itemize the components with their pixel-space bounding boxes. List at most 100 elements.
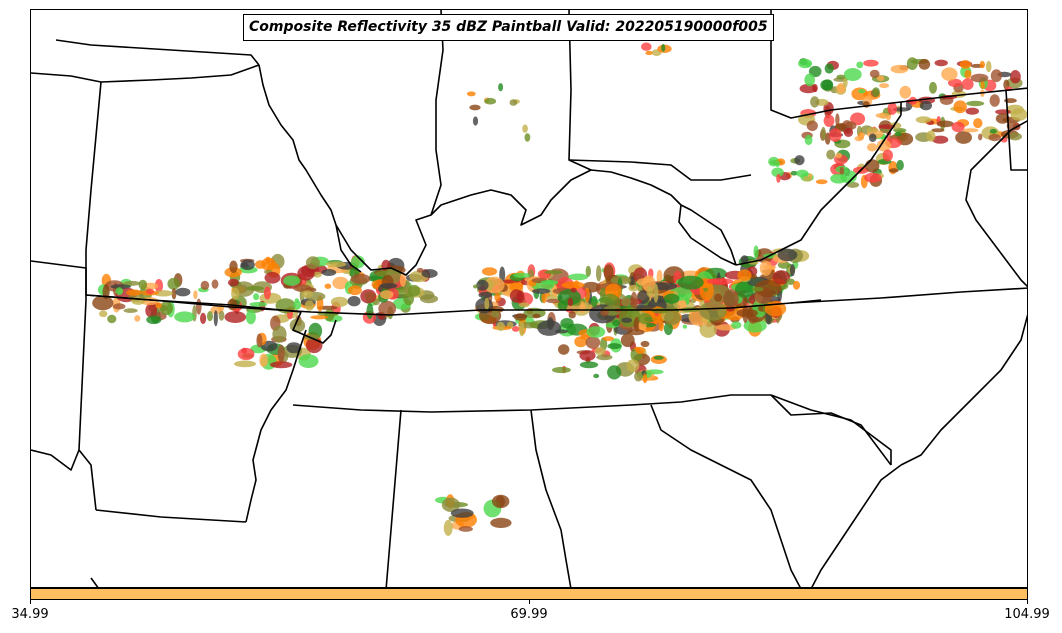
state-border xyxy=(770,394,892,466)
reflectivity-blob xyxy=(829,128,842,142)
reflectivity-blob xyxy=(443,519,453,536)
reflectivity-blob xyxy=(586,326,606,338)
reflectivity-blob xyxy=(723,289,739,309)
reflectivity-blob xyxy=(630,276,635,286)
reflectivity-blob xyxy=(167,277,180,290)
reflectivity-blob xyxy=(634,346,641,351)
reflectivity-blob xyxy=(155,302,162,309)
reflectivity-blob xyxy=(792,280,801,290)
reflectivity-blob xyxy=(159,301,173,316)
reflectivity-blob xyxy=(490,517,512,528)
reflectivity-blob xyxy=(573,280,580,290)
reflectivity-blob xyxy=(955,131,972,144)
reflectivity-blob xyxy=(682,324,688,329)
reflectivity-blob xyxy=(826,149,836,160)
reflectivity-blob xyxy=(146,315,162,325)
reflectivity-blob xyxy=(621,296,632,307)
reflectivity-blob xyxy=(990,69,1003,83)
reflectivity-blob xyxy=(965,107,979,115)
reflectivity-blob xyxy=(596,354,613,361)
reflectivity-blob xyxy=(771,167,784,178)
reflectivity-blob xyxy=(631,305,657,310)
state-border xyxy=(735,114,902,266)
state-border xyxy=(385,409,402,587)
reflectivity-blob xyxy=(962,128,979,133)
reflectivity-blob xyxy=(491,309,500,318)
reflectivity-blob xyxy=(513,272,531,278)
reflectivity-blob xyxy=(887,102,898,115)
reflectivity-blob xyxy=(645,369,664,375)
reflectivity-blob xyxy=(995,113,1010,124)
reflectivity-blob xyxy=(835,113,840,127)
reflectivity-blob xyxy=(229,260,238,273)
reflectivity-blob xyxy=(264,272,281,284)
reflectivity-blob xyxy=(325,261,347,268)
reflectivity-blob xyxy=(835,152,843,159)
reflectivity-blob xyxy=(256,333,263,348)
reflectivity-blob xyxy=(951,121,965,133)
reflectivity-blob xyxy=(579,361,599,369)
state-border xyxy=(245,329,307,523)
reflectivity-blob xyxy=(934,59,948,67)
reflectivity-blob xyxy=(926,130,936,142)
reflectivity-blob xyxy=(869,69,880,78)
reflectivity-blob xyxy=(594,347,606,356)
state-border xyxy=(95,509,247,523)
reflectivity-blob xyxy=(621,317,632,323)
reflectivity-blob xyxy=(351,255,365,269)
reflectivity-blob xyxy=(297,266,315,281)
reflectivity-blob xyxy=(836,82,846,94)
reflectivity-blob xyxy=(989,94,1000,107)
reflectivity-blob xyxy=(240,259,255,270)
reflectivity-blob xyxy=(859,132,866,138)
reflectivity-blob xyxy=(416,267,424,273)
reflectivity-blob xyxy=(642,373,648,384)
reflectivity-blob xyxy=(876,139,892,152)
reflectivity-blob xyxy=(207,311,213,322)
reflectivity-blob xyxy=(846,181,860,188)
reflectivity-blob xyxy=(798,58,813,69)
reflectivity-blob xyxy=(894,131,902,137)
reflectivity-blob xyxy=(888,168,899,173)
state-border xyxy=(430,10,444,216)
reflectivity-blob xyxy=(879,83,890,89)
reflectivity-blob xyxy=(399,273,407,287)
state-border xyxy=(530,409,572,587)
reflectivity-blob xyxy=(261,257,276,271)
reflectivity-blob xyxy=(200,280,210,290)
reflectivity-blob xyxy=(518,302,530,308)
colorbar-tick-mid: 69.99 xyxy=(510,607,548,622)
reflectivity-blob xyxy=(858,89,866,94)
reflectivity-blob xyxy=(557,289,581,306)
reflectivity-blob xyxy=(742,304,749,323)
reflectivity-blob xyxy=(979,60,985,69)
reflectivity-blob xyxy=(509,289,523,303)
reflectivity-blob xyxy=(378,300,397,317)
reflectivity-blob xyxy=(737,269,752,282)
reflectivity-blob xyxy=(496,321,505,331)
reflectivity-blob xyxy=(699,321,717,338)
state-border xyxy=(55,39,260,66)
reflectivity-blob xyxy=(293,284,312,292)
reflectivity-blob xyxy=(646,285,654,298)
reflectivity-blob xyxy=(677,275,704,290)
reflectivity-blob xyxy=(537,320,562,336)
reflectivity-blob xyxy=(379,283,398,289)
reflectivity-blob xyxy=(421,269,438,278)
reflectivity-blob xyxy=(213,310,218,327)
reflectivity-blob xyxy=(123,308,138,313)
reflectivity-blob xyxy=(664,310,681,326)
reflectivity-blob xyxy=(513,313,527,321)
reflectivity-blob xyxy=(579,350,596,361)
reflectivity-blob xyxy=(863,59,879,67)
state-border xyxy=(650,404,801,587)
reflectivity-blob xyxy=(941,67,958,81)
reflectivity-blob xyxy=(836,74,846,80)
reflectivity-blob xyxy=(585,265,591,277)
state-border xyxy=(78,299,97,511)
state-border xyxy=(900,314,1027,466)
reflectivity-blob xyxy=(915,116,932,124)
reflectivity-blob xyxy=(645,50,653,56)
reflectivity-blob xyxy=(174,311,196,323)
reflectivity-blob xyxy=(806,120,818,132)
